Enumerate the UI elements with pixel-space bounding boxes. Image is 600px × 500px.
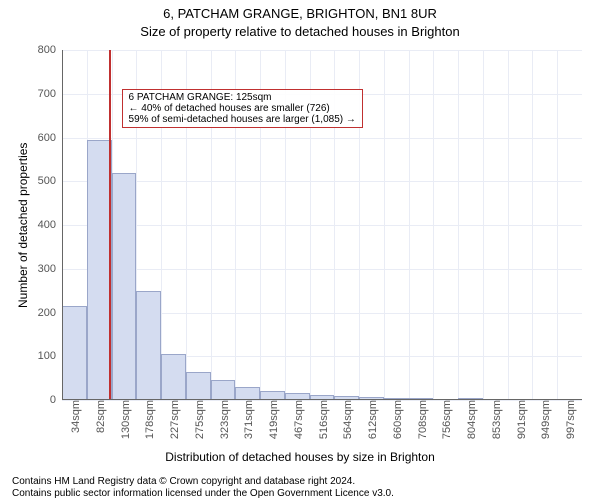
annotation-line-3: 59% of semi-detached houses are larger (…: [129, 114, 356, 125]
gridline-v: [458, 50, 459, 400]
y-tick-label: 200: [38, 307, 62, 319]
gridline-v: [384, 50, 385, 400]
x-tick-label: 949sqm: [536, 400, 552, 439]
y-tick-label: 0: [50, 394, 62, 406]
plot-area: 010020030040050060070080034sqm82sqm130sq…: [62, 50, 582, 400]
gridline-v: [508, 50, 509, 400]
histogram-bar: [87, 140, 112, 400]
x-tick-label: 130sqm: [116, 400, 132, 439]
histogram-bar: [62, 306, 87, 400]
title-subtitle: Size of property relative to detached ho…: [0, 24, 600, 39]
x-tick-label: 756sqm: [437, 400, 453, 439]
gridline-h: [62, 181, 582, 182]
footer: Contains HM Land Registry data © Crown c…: [12, 476, 394, 500]
gridline-h: [62, 269, 582, 270]
x-tick-label: 371sqm: [239, 400, 255, 439]
histogram-bar: [136, 291, 161, 400]
x-tick-label: 467sqm: [289, 400, 305, 439]
y-tick-label: 500: [38, 175, 62, 187]
x-tick-label: 612sqm: [363, 400, 379, 439]
histogram-bar: [211, 380, 236, 400]
y-axis-line: [62, 50, 63, 400]
x-tick-label: 419sqm: [264, 400, 280, 439]
histogram-bar: [112, 173, 137, 401]
gridline-h: [62, 138, 582, 139]
annotation-box: 6 PATCHAM GRANGE: 125sqm← 40% of detache…: [122, 89, 363, 128]
gridline-h: [62, 50, 582, 51]
histogram-bar: [161, 354, 186, 400]
x-tick-label: 34sqm: [66, 400, 82, 433]
y-tick-label: 400: [38, 219, 62, 231]
y-axis-label: Number of detached properties: [16, 142, 30, 307]
footer-line-2: Contains public sector information licen…: [12, 488, 394, 500]
x-tick-label: 901sqm: [512, 400, 528, 439]
x-axis-line: [62, 399, 582, 400]
x-tick-label: 227sqm: [165, 400, 181, 439]
y-tick-label: 100: [38, 350, 62, 362]
y-tick-label: 800: [38, 44, 62, 56]
gridline-v: [409, 50, 410, 400]
histogram-bar: [186, 372, 211, 400]
property-marker-line: [109, 50, 111, 400]
gridline-v: [483, 50, 484, 400]
x-axis-label: Distribution of detached houses by size …: [0, 450, 600, 464]
x-tick-label: 275sqm: [190, 400, 206, 439]
x-tick-label: 997sqm: [561, 400, 577, 439]
x-tick-label: 516sqm: [314, 400, 330, 439]
title-address: 6, PATCHAM GRANGE, BRIGHTON, BN1 8UR: [0, 6, 600, 21]
figure: 6, PATCHAM GRANGE, BRIGHTON, BN1 8UR Siz…: [0, 0, 600, 500]
gridline-h: [62, 225, 582, 226]
x-tick-label: 178sqm: [140, 400, 156, 439]
x-tick-label: 804sqm: [462, 400, 478, 439]
x-tick-label: 660sqm: [388, 400, 404, 439]
gridline-v: [433, 50, 434, 400]
annotation-line-1: 6 PATCHAM GRANGE: 125sqm: [129, 92, 356, 103]
gridline-v: [532, 50, 533, 400]
x-tick-label: 82sqm: [91, 400, 107, 433]
y-tick-label: 700: [38, 88, 62, 100]
x-tick-label: 564sqm: [338, 400, 354, 439]
x-tick-label: 853sqm: [487, 400, 503, 439]
gridline-v: [557, 50, 558, 400]
x-tick-label: 708sqm: [413, 400, 429, 439]
y-tick-label: 300: [38, 263, 62, 275]
y-tick-label: 600: [38, 132, 62, 144]
footer-line-1: Contains HM Land Registry data © Crown c…: [12, 476, 394, 488]
annotation-line-2: ← 40% of detached houses are smaller (72…: [129, 103, 356, 114]
x-tick-label: 323sqm: [215, 400, 231, 439]
